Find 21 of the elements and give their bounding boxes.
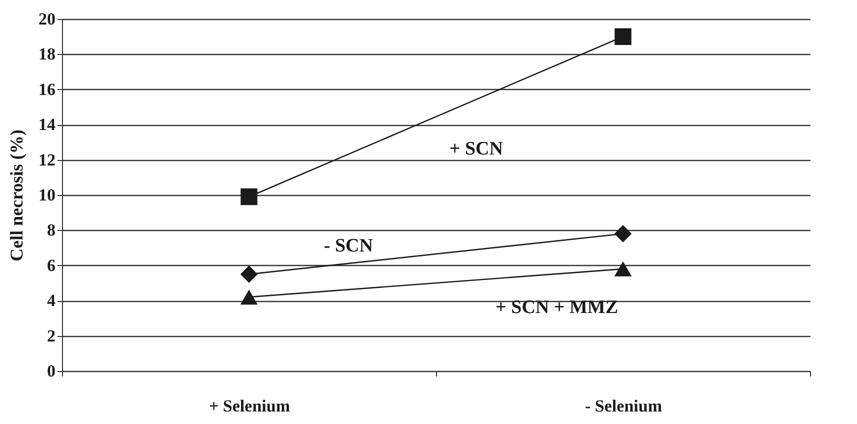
point xyxy=(614,225,632,242)
y-tick-label: 20 xyxy=(38,10,56,28)
y-tick-label: 2 xyxy=(47,326,56,346)
y-tick-label: 0 xyxy=(47,362,56,380)
x-tick-label: + Selenium xyxy=(209,396,290,416)
x-tick-label: - Selenium xyxy=(585,396,662,416)
point xyxy=(240,188,258,206)
series-label: + SCN + MMZ xyxy=(496,296,618,318)
y-tick-label: 18 xyxy=(38,44,56,64)
y-axis-title: Cell necrosis (%) xyxy=(6,130,26,262)
series-label: - SCN xyxy=(324,236,374,257)
series-label: + SCN xyxy=(449,138,504,160)
point xyxy=(240,266,258,283)
y-tick-label: 12 xyxy=(38,150,56,170)
y-tick-label: 8 xyxy=(47,220,56,240)
point xyxy=(614,28,632,45)
y-tick-label: 10 xyxy=(38,186,56,204)
y-tick-label: 16 xyxy=(38,80,56,99)
y-tick-label: 6 xyxy=(47,256,56,275)
y-tick-label: 14 xyxy=(38,115,56,134)
y-tick-label: 4 xyxy=(47,291,56,310)
